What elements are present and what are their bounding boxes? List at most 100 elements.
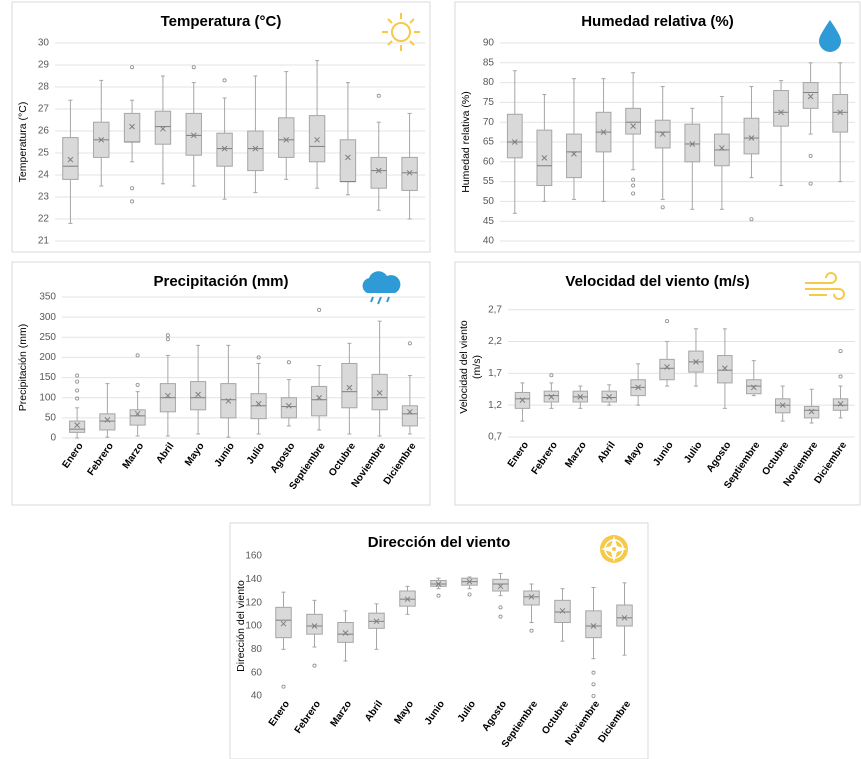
- y-tick-label: 1,7: [488, 368, 502, 379]
- y-axis-label: Velocidad del viento: [458, 320, 470, 414]
- outlier: [165, 333, 170, 338]
- mean-marker: [280, 620, 287, 627]
- wind-icon: [805, 272, 845, 300]
- outlier: [222, 78, 227, 83]
- mean-marker: [571, 151, 577, 157]
- mean-marker: [98, 136, 105, 143]
- box: [773, 90, 789, 127]
- box: [566, 133, 582, 179]
- outlier: [135, 353, 140, 358]
- y-tick-label: 65: [483, 137, 495, 148]
- mean-marker: [577, 394, 584, 400]
- chart-title: Dirección del viento: [368, 534, 511, 551]
- box: [123, 112, 141, 143]
- mean-marker: [195, 391, 201, 398]
- mean-marker: [807, 93, 814, 100]
- box: [306, 613, 323, 635]
- mean-marker: [406, 169, 413, 176]
- outlier: [549, 373, 554, 378]
- mean-marker: [160, 125, 166, 132]
- mean-marker: [286, 402, 292, 409]
- y-tick-label: 70: [483, 117, 495, 128]
- y-tick-label: 27: [38, 104, 50, 115]
- y-tick-label: 40: [251, 691, 263, 702]
- mean-marker: [664, 364, 670, 370]
- box: [616, 604, 633, 627]
- mean-marker: [519, 397, 526, 403]
- y-tick-label: 60: [251, 667, 263, 678]
- box: [308, 115, 326, 163]
- y-tick-label: 45: [483, 216, 495, 227]
- mean-marker: [346, 384, 353, 391]
- chart-title: Temperatura (°C): [161, 13, 282, 30]
- mean-marker: [689, 141, 696, 147]
- y-tick-label: 250: [39, 332, 56, 343]
- y-tick-label: 200: [39, 352, 56, 363]
- chart: Dirección del viento 40 60 80 100 120 140 160 Di…: [229, 522, 649, 759]
- chart-title: Humedad relativa (%): [581, 13, 734, 30]
- outlier: [130, 65, 135, 70]
- box: [69, 420, 86, 433]
- mean-marker: [407, 408, 413, 415]
- outlier: [436, 593, 441, 598]
- box: [585, 610, 602, 639]
- outlier: [256, 355, 261, 360]
- box: [743, 117, 760, 155]
- box: [523, 590, 540, 606]
- outlier: [838, 349, 843, 354]
- y-tick-label: 22: [38, 214, 50, 225]
- mean-marker: [635, 384, 641, 391]
- mean-marker: [74, 422, 80, 428]
- mean-marker: [375, 167, 382, 174]
- y-tick-label: 120: [245, 597, 262, 608]
- outlier: [838, 374, 843, 379]
- outlier: [75, 373, 80, 378]
- mean-marker: [659, 131, 666, 137]
- outlier: [75, 396, 80, 401]
- mean-marker: [778, 109, 784, 116]
- y-tick-label: 90: [483, 38, 495, 49]
- box: [370, 156, 387, 189]
- outlier: [665, 319, 670, 324]
- mean-marker: [221, 145, 228, 152]
- y-tick-label: 80: [483, 77, 495, 88]
- y-tick-label: 60: [483, 156, 495, 167]
- mean-marker: [837, 109, 844, 116]
- chart: Humedad relativa (%) 40 45 50 55 60 65 70 75 80 85…: [454, 1, 861, 253]
- y-tick-label: 28: [38, 82, 50, 93]
- box: [311, 385, 328, 417]
- mean-marker: [311, 623, 318, 629]
- outlier: [165, 337, 170, 342]
- y-tick-label: 1,2: [488, 400, 502, 411]
- outlier: [498, 605, 503, 610]
- mean-marker: [750, 384, 757, 391]
- y-tick-label: 24: [38, 170, 50, 181]
- mean-marker: [808, 408, 815, 415]
- mean-marker: [376, 390, 383, 396]
- mean-marker: [606, 394, 613, 400]
- outlier: [749, 217, 754, 222]
- mean-marker: [342, 630, 349, 636]
- mean-marker: [435, 581, 442, 587]
- y-tick-label: 50: [483, 196, 495, 207]
- outlier: [631, 191, 636, 196]
- compass-icon: [600, 535, 628, 563]
- y-tick-label: 150: [39, 372, 56, 383]
- box: [129, 409, 146, 426]
- y-tick-label: 50: [45, 412, 57, 423]
- mean-marker: [779, 402, 786, 409]
- outlier: [529, 628, 534, 633]
- box: [247, 130, 264, 172]
- y-axis-label: (m/s): [471, 355, 483, 379]
- y-axis-label: Dirección del viento: [235, 580, 247, 672]
- outlier: [808, 153, 813, 158]
- mean-marker: [630, 123, 636, 130]
- box: [684, 123, 701, 163]
- y-tick-label: 85: [483, 57, 495, 68]
- chart-panel: [229, 522, 649, 759]
- mean-marker: [548, 394, 555, 400]
- mean-marker: [719, 145, 725, 151]
- box: [341, 362, 358, 409]
- y-tick-label: 2,2: [488, 336, 502, 347]
